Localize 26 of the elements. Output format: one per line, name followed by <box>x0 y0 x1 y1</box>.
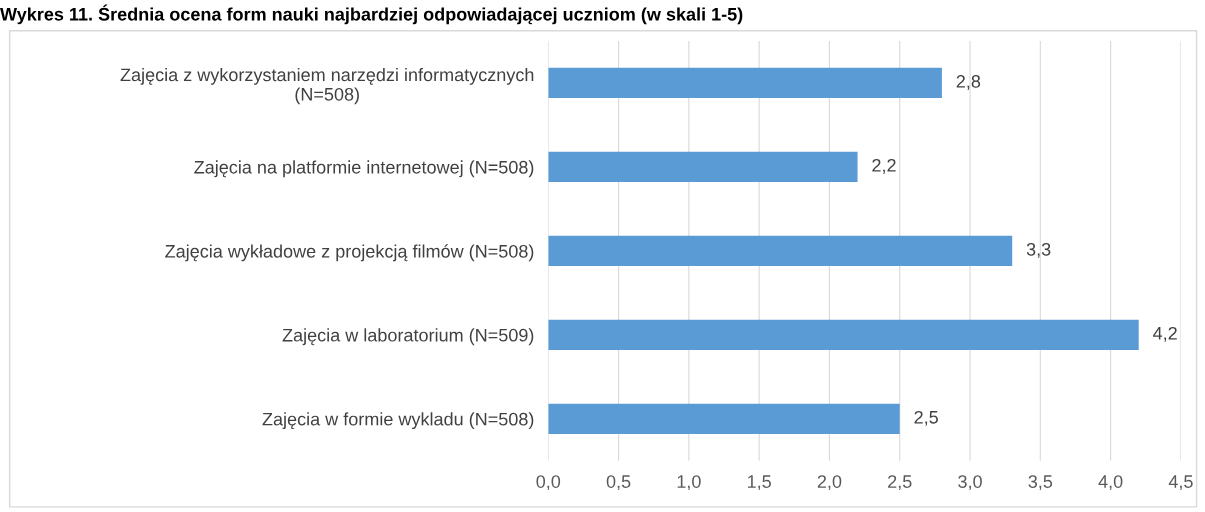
y-tick-label: Zajęcia w formie wykladu (N=508) <box>262 412 534 430</box>
bar <box>548 319 1139 350</box>
x-tick-label: 0,0 <box>536 475 561 491</box>
x-tick-label: 1,0 <box>677 475 701 491</box>
bar <box>548 151 858 183</box>
bar <box>548 67 942 99</box>
x-tick-label: 1,5 <box>747 475 771 491</box>
x-tick-label: 0,5 <box>606 475 631 491</box>
x-tick-label: 3,0 <box>958 475 982 491</box>
y-tick-label: Zajęcia w laboratorium (N=509) <box>282 328 534 346</box>
x-tick-label: 4,5 <box>1168 475 1193 491</box>
data-label: 4,2 <box>1153 326 1177 342</box>
y-tick-label: Zajęcia na platformie internetowej (N=508) <box>194 160 534 178</box>
data-label: 2,5 <box>914 410 938 426</box>
data-label: 2,8 <box>956 75 981 90</box>
text: Wykres 11. Średnia ocena form nauki najbardziej odpowiadającej uczniom (w skali 1-5) <box>0 4 743 25</box>
bar <box>548 235 1013 266</box>
x-tick-label: 3,5 <box>1028 475 1053 491</box>
data-label: 3,3 <box>1026 242 1051 258</box>
bar <box>548 403 900 434</box>
x-tick-label: 2,0 <box>817 475 842 491</box>
y-tick-label: Zajęcia wykładowe z projekcją filmów (N=508) <box>165 244 534 262</box>
x-tick-label: 4,0 <box>1098 475 1123 491</box>
data-label: 2,2 <box>872 158 896 174</box>
x-tick-label: 2,5 <box>888 475 912 491</box>
y-tick-label: Zajęcia z wykorzystaniem narzędzi informatycznych (N=508) <box>120 67 534 105</box>
